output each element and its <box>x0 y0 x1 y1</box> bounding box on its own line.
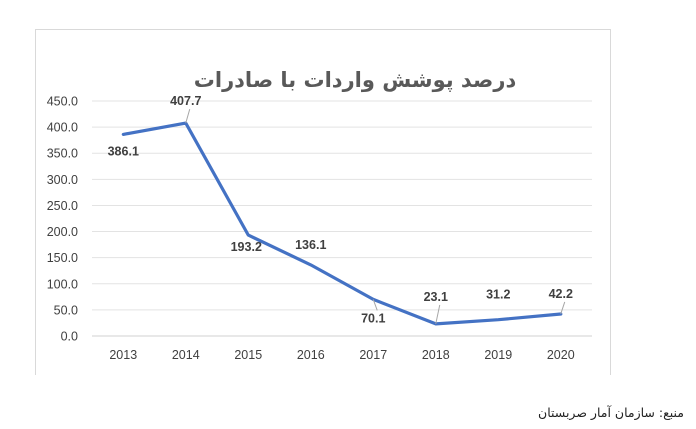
chart-title: درصد پوشش واردات با صادرات <box>194 68 517 92</box>
y-tick-label: 0.0 <box>61 330 78 344</box>
data-label: 42.2 <box>549 287 573 301</box>
label-leaders <box>185 108 566 325</box>
source-note: منبع: سازمان آمار صربستان <box>538 405 684 420</box>
data-label: 386.1 <box>108 144 139 158</box>
gridlines <box>92 100 592 337</box>
x-tick-label: 2014 <box>172 348 200 362</box>
y-tick-label: 50.0 <box>54 303 78 317</box>
series-line-path <box>121 121 563 326</box>
data-label: 23.1 <box>424 290 448 304</box>
data-label: 31.2 <box>486 288 510 302</box>
x-tick-label: 2015 <box>234 348 262 362</box>
y-tick-label: 150.0 <box>47 251 78 265</box>
x-tick-label: 2013 <box>109 348 137 362</box>
y-tick-label: 350.0 <box>47 147 78 161</box>
data-label: 70.1 <box>361 311 385 325</box>
data-label: 407.7 <box>170 94 201 108</box>
y-tick-label: 400.0 <box>47 121 78 135</box>
x-axis-ticks: 2013 2014 2015 2016 2017 2018 2019 2020 <box>109 348 574 362</box>
data-labels: 386.1 407.7 193.2 136.1 70.1 23.1 31.2 42.2 <box>108 94 573 325</box>
label-leader <box>372 299 378 311</box>
x-tick-label: 2017 <box>359 348 387 362</box>
y-tick-label: 100.0 <box>47 277 78 291</box>
label-leader <box>435 304 441 325</box>
y-tick-label: 300.0 <box>47 173 78 187</box>
x-tick-label: 2020 <box>547 348 575 362</box>
label-leader <box>560 301 566 315</box>
series-line <box>121 121 563 326</box>
data-label: 193.2 <box>231 240 262 254</box>
x-tick-label: 2018 <box>422 348 450 362</box>
x-tick-label: 2016 <box>297 348 325 362</box>
label-leader <box>185 108 191 124</box>
y-tick-label: 450.0 <box>47 95 78 109</box>
y-tick-label: 200.0 <box>47 225 78 239</box>
y-axis-ticks: 0.0 50.0 100.0 150.0 200.0 250.0 300.0 350.0 400… <box>47 95 78 344</box>
x-tick-label: 2019 <box>484 348 512 362</box>
data-label: 136.1 <box>295 238 326 252</box>
y-tick-label: 250.0 <box>47 199 78 213</box>
